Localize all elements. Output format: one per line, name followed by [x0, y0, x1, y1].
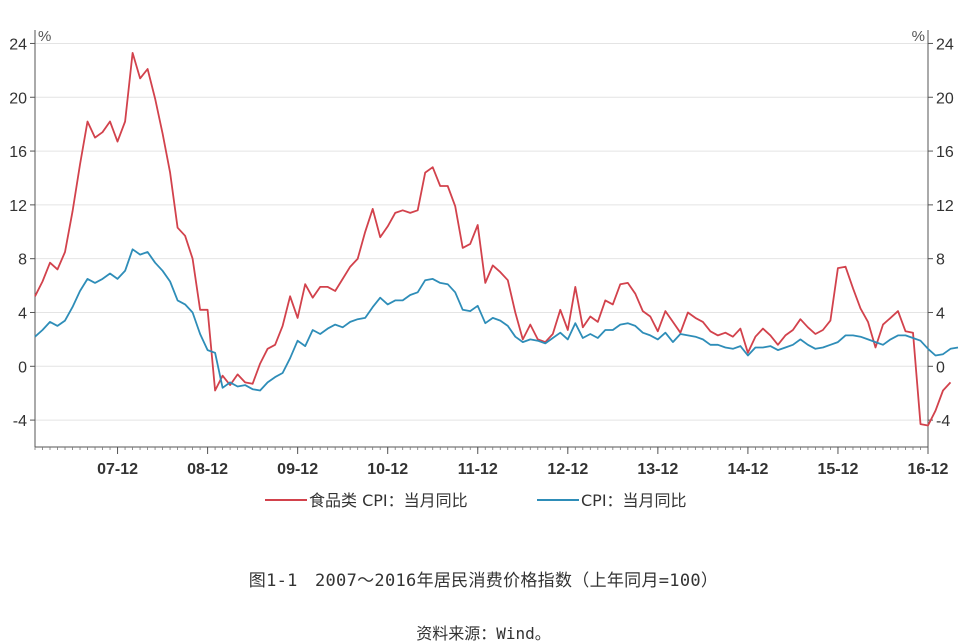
y-tick-label-left: 20 [9, 90, 27, 107]
y-tick-label-right: -4 [936, 413, 950, 430]
x-tick-label: 10-12 [367, 461, 408, 478]
legend: 食品类 CPI：当月同比 CPI：当月同比 [265, 491, 687, 510]
y-tick-label-right: 16 [936, 144, 954, 161]
x-tick-label: 13-12 [637, 461, 678, 478]
y-tick-label-right: 4 [936, 305, 945, 322]
y-tick-label-left: 24 [9, 36, 27, 53]
x-tick-label: 14-12 [727, 461, 768, 478]
series-line-cpi [34, 248, 959, 392]
y-tick-label-left: 4 [18, 305, 27, 322]
x-tick-label: 12-12 [547, 461, 588, 478]
series-line-food-cpi [34, 52, 952, 427]
x-tick-label: 11-12 [458, 461, 498, 478]
y-tick-label-left: -4 [13, 413, 27, 430]
x-tick-label: 09-12 [277, 461, 318, 478]
y-tick-label-left: 16 [9, 144, 27, 161]
y-unit-left: % [38, 28, 51, 45]
legend-label: 食品类 CPI：当月同比 [309, 491, 468, 510]
y-tick-label-left: 8 [18, 252, 27, 269]
y-tick-label-right: 8 [936, 252, 945, 269]
y-tick-label-left: 12 [9, 198, 27, 215]
axes [30, 30, 933, 454]
cpi-line-chart: 24 24 20 20 16 16 12 12 8 8 4 4 0 0 -4 -4% % 07-12 08-12 09… [9, 28, 959, 510]
figure-title: 图1-1 2007～2016年居民消费价格指数（上年同月=100） [248, 571, 719, 591]
figure-source: 资料来源：Wind。 [416, 624, 551, 643]
x-tick-label: 15-12 [817, 461, 858, 478]
x-tick-label: 07-12 [97, 461, 138, 478]
y-tick-label-left: 0 [18, 359, 27, 376]
y-tick-label-right: 0 [936, 359, 945, 376]
y-tick-label-right: 12 [936, 198, 954, 215]
x-tick-label: 16-12 [908, 461, 949, 478]
series-lines [34, 52, 959, 427]
gridlines [35, 42, 928, 421]
x-tick-label: 08-12 [187, 461, 228, 478]
y-tick-label-right: 20 [936, 90, 954, 107]
legend-label: CPI：当月同比 [581, 491, 687, 510]
y-unit-right: % [912, 28, 925, 45]
tick-labels: 24 24 20 20 16 16 12 12 8 8 4 4 0 0 -4 -4% % 07-12 08-12 09… [9, 28, 954, 478]
y-tick-label-right: 24 [936, 36, 954, 53]
